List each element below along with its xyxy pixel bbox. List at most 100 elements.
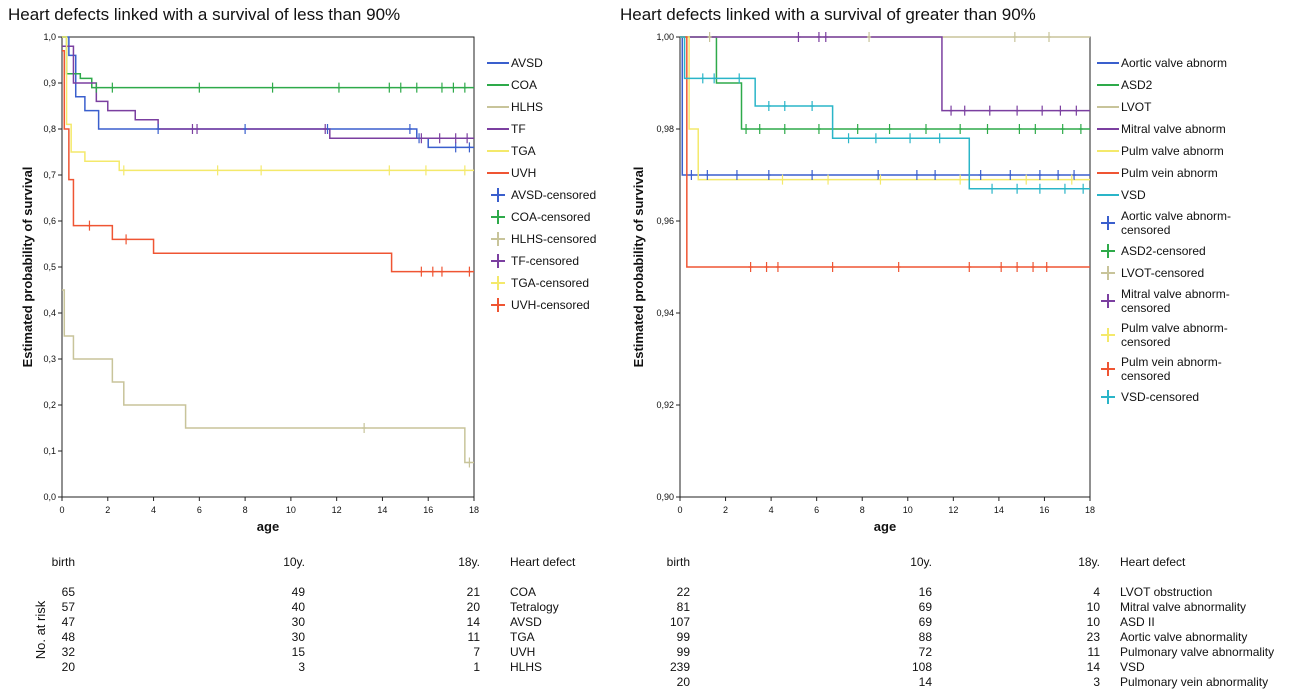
censor-mark bbox=[1074, 105, 1079, 116]
legend-item: Mitral valve abnorm-censored bbox=[1095, 287, 1241, 315]
table-cell: 20 bbox=[677, 675, 691, 689]
censor-mark bbox=[87, 220, 92, 231]
censor-mark bbox=[707, 32, 712, 42]
legend-label: UVH bbox=[511, 166, 537, 180]
table-cell: Aortic valve abnormality bbox=[1120, 630, 1247, 644]
table-cell: 20 bbox=[62, 660, 76, 674]
table-cell: 40 bbox=[292, 600, 306, 614]
censor-mark bbox=[1081, 183, 1086, 194]
y-tick-label: 0,6 bbox=[43, 216, 56, 226]
legend-item: Aortic valve abnorm-censored bbox=[1095, 209, 1241, 237]
x-tick-label: 14 bbox=[994, 505, 1004, 515]
y-tick-label: 0,2 bbox=[43, 400, 56, 410]
censor-mark bbox=[764, 262, 769, 272]
y-tick-label: 1,0 bbox=[43, 32, 56, 42]
table-cell: 4 bbox=[1093, 585, 1100, 599]
censor-mark bbox=[1015, 183, 1020, 194]
x-tick-label: 8 bbox=[243, 505, 248, 515]
censor-mark bbox=[197, 82, 202, 93]
censor-mark bbox=[1072, 170, 1077, 180]
legend-swatch bbox=[1101, 328, 1115, 342]
legend-swatch bbox=[487, 172, 509, 174]
legend-label: HLHS bbox=[511, 100, 544, 114]
y-tick-label: 1,00 bbox=[656, 32, 674, 42]
legend-label: Mitral valve abnorm bbox=[1121, 122, 1226, 136]
table-cell: 69 bbox=[919, 600, 933, 614]
x-tick-label: 0 bbox=[677, 505, 682, 515]
table-cell: 23 bbox=[1087, 630, 1101, 644]
y-tick-label: 0,94 bbox=[656, 308, 674, 318]
x-tick-label: 10 bbox=[903, 505, 913, 515]
censor-mark bbox=[757, 124, 762, 134]
censor-mark bbox=[1037, 183, 1042, 194]
chart-title: Heart defects linked with a survival of … bbox=[8, 5, 400, 24]
legend-swatch bbox=[487, 106, 509, 108]
censor-mark bbox=[1040, 105, 1045, 116]
legend-item: Pulm vein abnorm-censored bbox=[1095, 355, 1241, 383]
censor-mark bbox=[990, 183, 995, 194]
table-cell: 88 bbox=[919, 630, 933, 644]
table-cell: 49 bbox=[292, 585, 306, 599]
censor-mark bbox=[1060, 124, 1065, 134]
legend-label: COA-censored bbox=[511, 210, 591, 224]
legend-item: TGA bbox=[485, 143, 631, 159]
legend-swatch bbox=[487, 84, 509, 86]
legend-swatch bbox=[1101, 390, 1115, 404]
legend-label: Pulm vein abnorm-censored bbox=[1121, 355, 1222, 383]
censor-mark bbox=[419, 266, 424, 277]
legend-swatch bbox=[1097, 84, 1119, 86]
censor-mark bbox=[1031, 262, 1036, 272]
legend-label: UVH-censored bbox=[511, 298, 590, 312]
legend-item: ASD2 bbox=[1095, 77, 1241, 93]
legend-item: UVH-censored bbox=[485, 297, 631, 313]
censor-mark bbox=[1033, 124, 1038, 134]
y-tick-label: 0,90 bbox=[656, 492, 674, 502]
legend-label: HLHS-censored bbox=[511, 232, 597, 246]
censor-mark bbox=[1044, 262, 1049, 272]
legend-item: VSD bbox=[1095, 187, 1241, 203]
censor-mark bbox=[962, 105, 967, 116]
legend-swatch bbox=[491, 210, 505, 224]
legend-item: ASD2-censored bbox=[1095, 243, 1241, 259]
censor-mark bbox=[775, 262, 780, 272]
legend-label: COA bbox=[511, 78, 538, 92]
x-tick-label: 18 bbox=[469, 505, 479, 515]
table-cell: LVOT obstruction bbox=[1120, 585, 1212, 599]
table-cell: 81 bbox=[677, 600, 691, 614]
legend-item: AVSD bbox=[485, 55, 631, 71]
legend-label: TF bbox=[511, 122, 526, 136]
censor-mark bbox=[156, 124, 161, 134]
censor-mark bbox=[782, 124, 787, 134]
legend-item: Aortic valve abnorm bbox=[1095, 55, 1241, 71]
table-cell: 16 bbox=[919, 585, 933, 599]
legend-swatch bbox=[487, 150, 509, 152]
table-cell: 1 bbox=[473, 660, 480, 674]
censor-mark bbox=[453, 133, 458, 144]
censor-mark bbox=[689, 170, 694, 180]
survival-line bbox=[680, 36, 1090, 268]
censor-mark bbox=[737, 73, 742, 84]
censor-mark bbox=[1069, 174, 1074, 185]
table-cell: 32 bbox=[62, 645, 76, 659]
censor-mark bbox=[465, 133, 470, 144]
legend-swatch bbox=[487, 128, 509, 130]
table-cell: 14 bbox=[467, 615, 481, 629]
censor-mark bbox=[462, 82, 467, 93]
survival-line bbox=[680, 36, 1090, 130]
survival-line bbox=[62, 50, 474, 273]
censor-mark bbox=[867, 32, 872, 42]
censor-mark bbox=[259, 165, 264, 176]
table-cell: Mitral valve abnormality bbox=[1120, 600, 1246, 614]
table-cell: 22 bbox=[677, 585, 691, 599]
censor-mark bbox=[1058, 105, 1063, 116]
x-tick-label: 14 bbox=[377, 505, 387, 515]
censor-mark bbox=[855, 124, 860, 134]
censor-mark bbox=[878, 174, 883, 185]
table-cell: 30 bbox=[292, 615, 306, 629]
y-tick-label: 0,4 bbox=[43, 308, 56, 318]
legend-label: AVSD bbox=[511, 56, 543, 70]
legend-item: LVOT bbox=[1095, 99, 1241, 115]
legend-item: HLHS bbox=[485, 99, 631, 115]
table-cell: TGA bbox=[510, 630, 535, 644]
table-cell: 11 bbox=[468, 630, 481, 644]
